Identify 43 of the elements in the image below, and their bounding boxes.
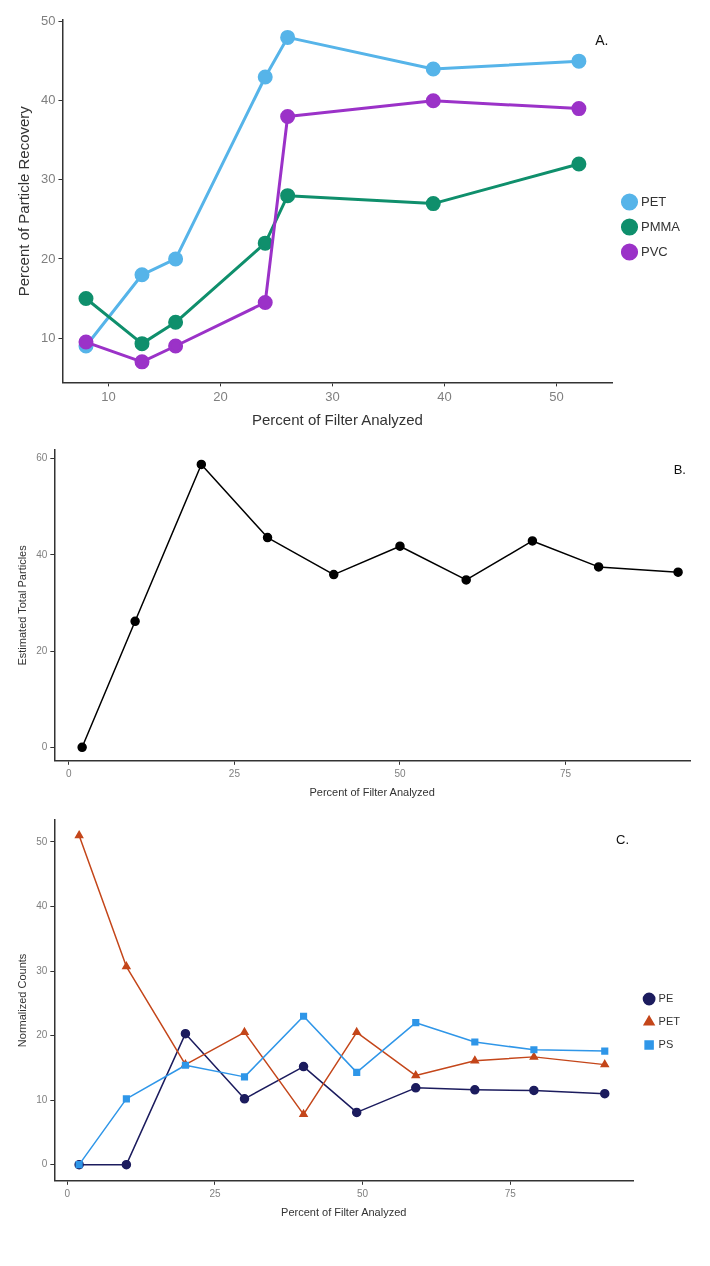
- x-tick-label: 50: [357, 1187, 369, 1199]
- x-tick-label: 75: [559, 767, 572, 779]
- x-axis-title: Percent of Filter Analyzed: [281, 1206, 407, 1219]
- x-tick-label: 10: [101, 388, 116, 404]
- x-tick-label: 50: [394, 767, 406, 779]
- x-axis-title: Percent of Filter Analyzed: [309, 786, 435, 799]
- annotation: A.: [595, 31, 609, 48]
- x-axis-title: Percent of Filter Analyzed: [252, 411, 423, 429]
- legend-label: PVC: [641, 243, 668, 259]
- y-tick-label: 30: [40, 171, 56, 187]
- annotation: C.: [616, 832, 630, 848]
- x-tick-label: 75: [504, 1187, 517, 1199]
- x-tick-label: 30: [325, 388, 340, 404]
- annotation: B.: [673, 462, 686, 478]
- x-tick-label: 0: [66, 767, 73, 779]
- x-tick-label: 25: [228, 767, 241, 779]
- y-tick-label: 50: [40, 13, 56, 29]
- y-axis-title: Estimated Total Particles: [15, 544, 28, 666]
- y-tick-label: 40: [36, 900, 48, 912]
- y-tick-label: 60: [36, 452, 48, 464]
- y-tick-label: 20: [36, 1029, 48, 1041]
- legend-label: PMMA: [641, 218, 681, 234]
- x-tick-label: 50: [549, 388, 564, 404]
- y-tick-label: 0: [41, 1158, 48, 1170]
- y-tick-label: 20: [36, 644, 48, 656]
- y-tick-label: 40: [40, 92, 56, 108]
- y-tick-label: 50: [36, 835, 48, 847]
- y-tick-label: 10: [36, 1093, 48, 1105]
- legend-label: PET: [641, 193, 667, 209]
- y-tick-label: 40: [36, 548, 48, 560]
- y-axis-title: Normalized Counts: [15, 953, 28, 1048]
- y-tick-label: 30: [36, 964, 48, 976]
- x-tick-label: 40: [437, 388, 452, 404]
- x-tick-label: 20: [213, 388, 228, 404]
- x-tick-label: 0: [64, 1187, 71, 1199]
- x-tick-label: 25: [209, 1187, 221, 1199]
- y-tick-label: 10: [40, 329, 56, 345]
- legend-label: PS: [658, 1038, 674, 1051]
- legend-label: PE: [658, 992, 674, 1005]
- y-tick-label: 20: [40, 250, 56, 266]
- y-tick-label: 0: [41, 741, 48, 753]
- y-axis-title: Percent of Particle Recovery: [15, 105, 33, 297]
- legend-label: PET: [658, 1015, 681, 1028]
